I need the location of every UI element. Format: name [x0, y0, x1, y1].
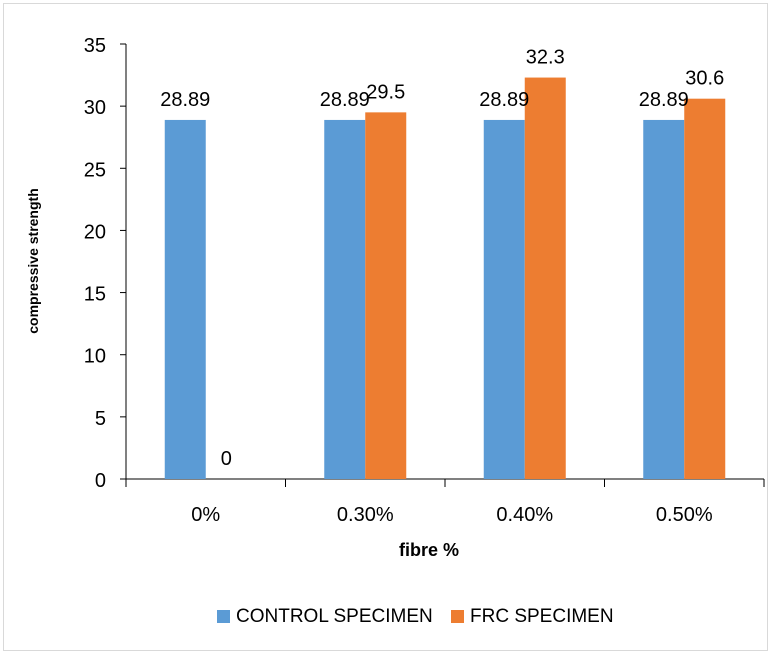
y-tick-label: 30 [84, 97, 106, 119]
legend-label-control: CONTROL SPECIMEN [236, 606, 433, 627]
y-axis: 0 5 10 15 20 25 30 35 [84, 35, 127, 492]
y-tick-label: 0 [95, 470, 106, 492]
bar-frc [365, 112, 407, 479]
bar-frc [524, 77, 566, 480]
legend-swatch-control [217, 610, 230, 623]
bar-control [643, 119, 685, 479]
x-tick-label: 0.40% [496, 504, 553, 526]
data-label: 30.6 [685, 68, 724, 90]
y-tick-label: 5 [95, 408, 106, 430]
y-tick-label: 20 [84, 221, 106, 243]
bar-control [483, 119, 525, 479]
legend-label-frc: FRC SPECIMEN [470, 606, 614, 627]
data-label: 28.89 [479, 89, 529, 111]
bar-chart: 0 5 10 15 20 25 30 35 0% 0.30% 0.40% 0.50% 28.89 0 2… [25, 35, 765, 627]
data-label: 28.89 [160, 89, 210, 111]
data-label: 28.89 [639, 89, 689, 111]
x-axis-title: fibre % [399, 540, 459, 560]
legend: CONTROL SPECIMEN FRC SPECIMEN [217, 606, 614, 627]
x-tick-label: 0.50% [656, 504, 713, 526]
x-tick-label: 0.30% [337, 504, 394, 526]
x-axis: 0% 0.30% 0.40% 0.50% [125, 478, 765, 526]
data-label: 29.5 [366, 81, 405, 103]
bar-control [164, 119, 206, 479]
y-tick-label: 35 [84, 35, 106, 57]
legend-swatch-frc [451, 610, 464, 623]
data-label: 28.89 [320, 89, 370, 111]
y-axis-title: compressive strength [25, 188, 41, 334]
data-label: 32.3 [526, 47, 565, 69]
bar-control [324, 119, 366, 479]
y-tick-label: 10 [84, 346, 106, 368]
bar-frc [684, 98, 726, 479]
chart-frame: 0 5 10 15 20 25 30 35 0% 0.30% 0.40% 0.50% 28.89 0 2… [3, 3, 768, 651]
bars [164, 77, 726, 480]
x-tick-label: 0% [191, 504, 220, 526]
y-tick-label: 25 [84, 159, 106, 181]
y-tick-label: 15 [84, 284, 106, 306]
data-label: 0 [221, 448, 232, 470]
